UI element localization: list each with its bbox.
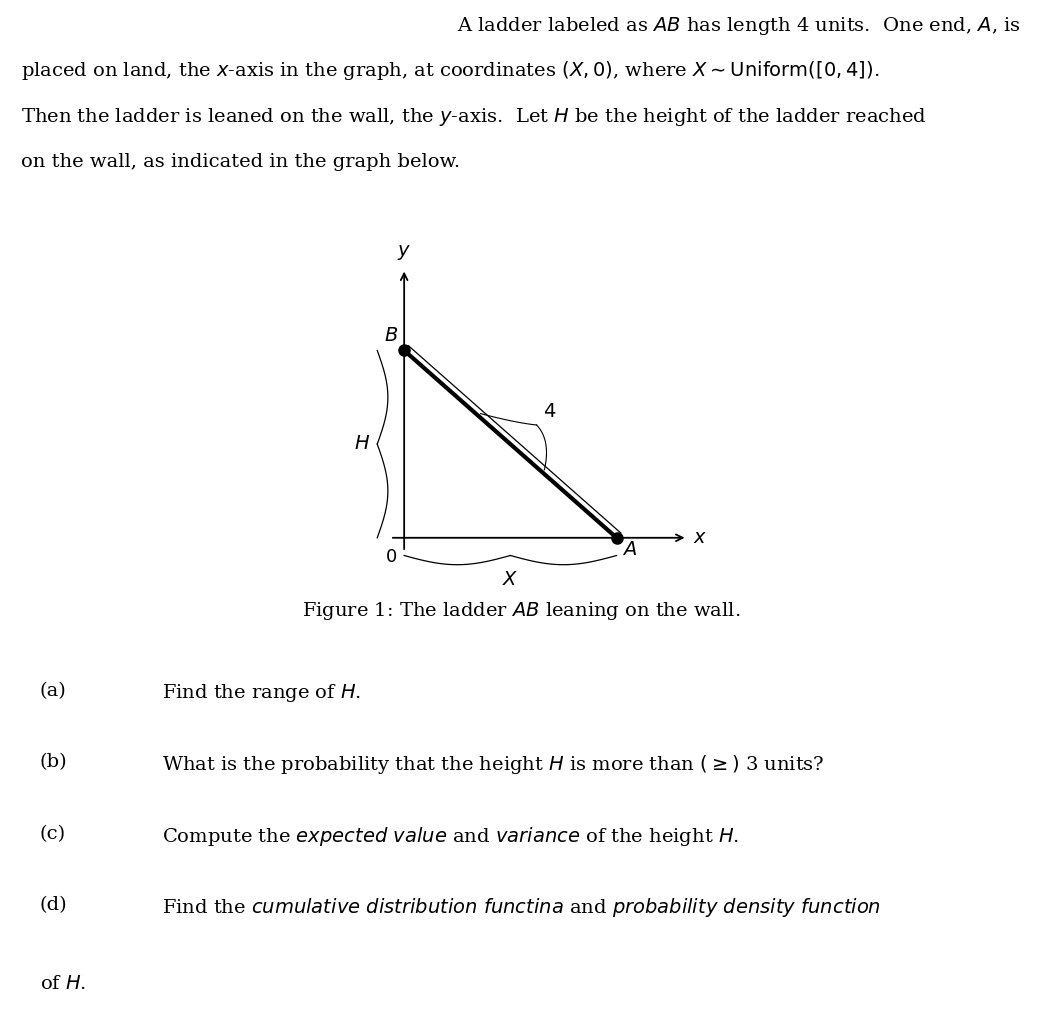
Text: on the wall, as indicated in the graph below.: on the wall, as indicated in the graph b… [21,154,460,171]
Text: (b): (b) [40,753,68,771]
Text: Then the ladder is leaned on the wall, the $y$-axis.  Let $H$ be the height of t: Then the ladder is leaned on the wall, t… [21,106,926,129]
Text: placed on land, the $x$-axis in the graph, at coordinates $(X, 0)$, where $X \si: placed on land, the $x$-axis in the grap… [21,60,879,82]
Text: What is the probability that the height $H$ is more than $(\geq)$ 3 units?: What is the probability that the height … [162,753,824,776]
Text: Find the range of $H$.: Find the range of $H$. [162,681,361,704]
Text: Find the $\mathit{cumulative\ distribution\ functina}$ and $\mathit{probability\: Find the $\mathit{cumulative\ distributi… [162,896,880,919]
Text: $X$: $X$ [502,571,519,589]
Text: $A$: $A$ [622,541,638,560]
Text: $B$: $B$ [384,328,398,345]
Text: Compute the $\mathit{expected\ value}$ and $\mathit{variance}$ of the height $H$: Compute the $\mathit{expected\ value}$ a… [162,825,739,847]
Text: A ladder labeled as $AB$ has length 4 units.  One end, $A$, is: A ladder labeled as $AB$ has length 4 un… [457,14,1021,37]
Text: $0$: $0$ [384,548,397,566]
Text: $4$: $4$ [543,403,556,422]
Text: Figure 1: The ladder $AB$ leaning on the wall.: Figure 1: The ladder $AB$ leaning on the… [302,600,740,622]
Text: (d): (d) [40,896,68,914]
Text: (a): (a) [40,681,67,700]
Text: $H$: $H$ [353,435,370,453]
Text: $x$: $x$ [693,529,708,546]
Text: $y$: $y$ [397,242,412,262]
Text: (c): (c) [40,825,66,842]
Text: of $H$.: of $H$. [40,975,85,994]
